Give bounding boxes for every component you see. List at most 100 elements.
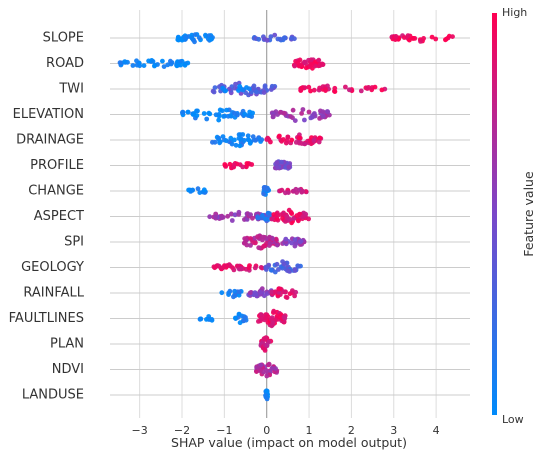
shap-point <box>292 237 298 243</box>
shap-point <box>238 266 244 272</box>
shap-point <box>203 32 208 38</box>
shap-point <box>229 218 235 223</box>
shap-point <box>240 164 246 170</box>
shap-point <box>274 261 280 267</box>
feature-label: TWI <box>58 82 84 97</box>
shap-point <box>286 268 292 274</box>
shap-point <box>253 137 258 143</box>
shap-point <box>232 212 238 218</box>
shap-point <box>325 109 331 115</box>
shap-point <box>317 136 322 141</box>
shap-point <box>283 219 288 224</box>
shap-point <box>297 135 302 141</box>
shap-point <box>264 265 269 271</box>
shap-point <box>289 137 295 143</box>
shap-point <box>236 132 242 138</box>
shap-point <box>312 111 317 116</box>
shap-point <box>300 214 306 220</box>
shap-point <box>286 164 292 170</box>
shap-point <box>264 37 270 43</box>
shap-point <box>197 190 203 196</box>
x-tick-label: −3 <box>132 424 148 437</box>
shap-point <box>281 137 286 142</box>
shap-point <box>237 143 243 149</box>
shap-point <box>407 37 412 43</box>
shap-point <box>379 87 385 93</box>
shap-point <box>160 58 165 64</box>
shap-point <box>206 33 212 38</box>
shap-point <box>443 36 449 42</box>
shap-point <box>257 368 263 373</box>
shap-point <box>262 216 268 222</box>
shap-point <box>227 161 233 167</box>
shap-point <box>201 187 207 193</box>
shap-point <box>237 320 243 326</box>
shap-point <box>208 37 214 42</box>
shap-point <box>296 264 301 269</box>
shap-point <box>229 211 234 217</box>
shap-point <box>358 88 364 94</box>
shap-point <box>299 85 304 91</box>
shap-point <box>236 135 242 141</box>
shap-point <box>195 108 200 114</box>
shap-point <box>231 110 237 116</box>
shap-point <box>277 133 282 139</box>
shap-point <box>165 62 171 68</box>
colorbar-gradient <box>492 13 497 415</box>
shap-point <box>405 33 411 38</box>
shap-point <box>262 83 268 89</box>
shap-point <box>269 216 275 222</box>
shap-point <box>223 88 229 94</box>
shap-point <box>216 117 222 123</box>
x-tick-label: −2 <box>174 424 190 437</box>
shap-point <box>283 289 288 295</box>
shap-point <box>263 335 269 340</box>
shap-point <box>189 35 195 41</box>
shap-point <box>316 139 322 145</box>
shap-point <box>282 35 288 41</box>
shap-point <box>279 159 284 165</box>
shap-point <box>320 113 326 119</box>
shap-point <box>280 216 285 221</box>
x-tick-label: −1 <box>216 424 232 437</box>
shap-point <box>346 87 352 93</box>
shap-point <box>258 290 263 295</box>
shap-point <box>292 293 297 299</box>
shap-point <box>256 36 262 42</box>
shap-point <box>295 60 301 65</box>
shap-point <box>311 87 317 93</box>
x-tick-label: 3 <box>390 424 397 437</box>
feature-label: CHANGE <box>28 184 84 199</box>
feature-labels: SLOPE ROAD TWI ELEVATION DRAINAGE PROFILE CHAN… <box>9 31 85 403</box>
shap-point <box>209 317 215 322</box>
colorbar: High Low Feature value <box>492 6 536 426</box>
shap-point <box>293 241 299 246</box>
shap-point <box>296 212 302 217</box>
shap-point <box>292 63 297 69</box>
shap-point <box>197 316 203 322</box>
shap-point <box>302 60 307 65</box>
shap-point <box>233 315 238 321</box>
shap-point <box>283 140 289 146</box>
shap-point <box>246 86 252 92</box>
shap-point <box>296 218 301 224</box>
shap-point <box>298 238 304 244</box>
shap-point <box>250 110 256 116</box>
shap-point <box>233 142 239 148</box>
feature-label: ELEVATION <box>13 107 84 122</box>
shap-point <box>255 234 260 240</box>
shap-point <box>270 320 276 325</box>
shap-point <box>195 186 201 192</box>
shap-point <box>168 58 173 64</box>
shap-point <box>217 140 223 146</box>
shap-point <box>277 36 283 42</box>
shap-point <box>190 112 196 117</box>
shap-point <box>152 63 157 69</box>
feature-label: NDVI <box>52 362 84 377</box>
feature-label: ASPECT <box>34 209 84 224</box>
shap-point <box>268 267 274 273</box>
shap-point <box>292 118 298 123</box>
shap-point <box>161 64 167 69</box>
shap-point <box>122 59 128 64</box>
shap-point <box>201 111 207 116</box>
